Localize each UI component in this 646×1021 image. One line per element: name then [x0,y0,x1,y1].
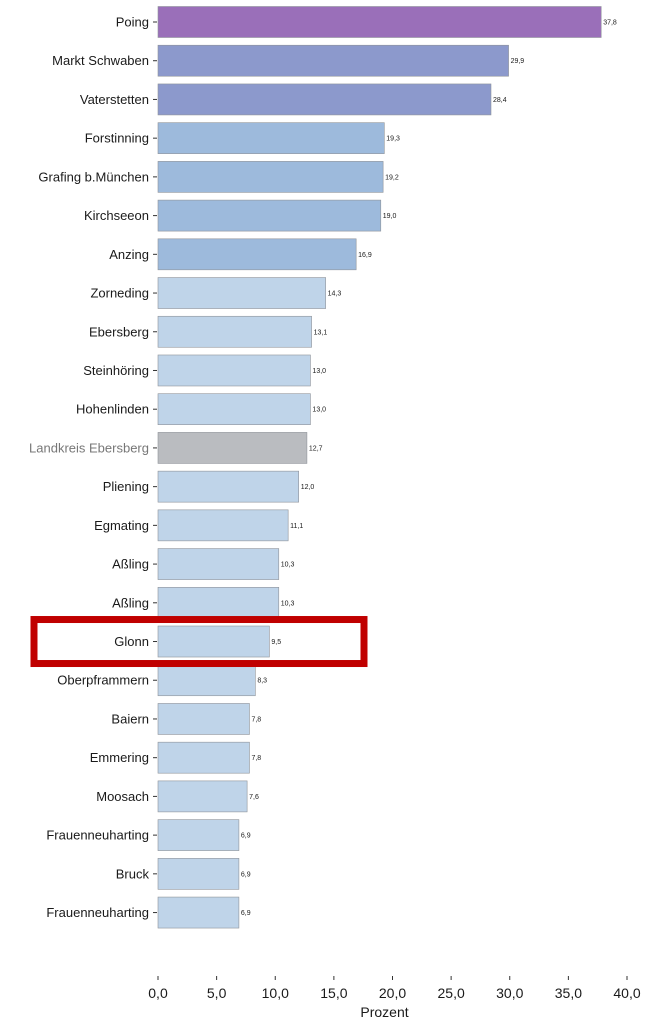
bar-markt-schwaben [157,44,509,77]
category-label: Oberpframmern [57,673,149,688]
bar-frauenneuharting [157,896,240,929]
category-label: Aßling [112,595,149,610]
category-label: Ebersberg [89,324,149,339]
value-labels-group: 37,8 29,9 28,4 19,3 19,2 19,0 16,9 14,3 13,1 13,0… [241,20,617,918]
value-label: 19,0 [383,213,397,220]
value-label: 19,3 [386,136,400,143]
value-label: 10,3 [281,600,295,607]
category-label: Bruck [116,866,150,881]
value-label: 12,0 [301,484,315,491]
x-axis-title: Prozent [360,1004,408,1020]
bar-grafing-b-mu-nchen [157,161,384,193]
bar-a-ling [157,586,280,619]
bar-vaterstetten [157,83,492,116]
category-label: Anzing [109,247,149,262]
bar-ebersberg [157,315,312,348]
bar-anzing [157,238,357,271]
value-label: 28,4 [493,97,507,104]
bar-zorneding [157,277,326,309]
category-label: Forstinning [85,131,149,146]
value-label: 10,3 [281,562,295,569]
category-label: Emmering [90,750,149,765]
bar-poing [157,6,602,38]
value-label: 6,9 [241,833,251,840]
category-label: Kirchseeon [84,208,149,223]
category-label: Aßling [112,557,149,572]
bar-frauenneuharting [157,819,240,851]
bar-oberpframmern [157,664,256,697]
category-label: Markt Schwaben [52,53,149,68]
value-label: 29,9 [511,58,525,65]
value-label: 13,0 [312,407,326,414]
value-label: 7,8 [251,755,261,762]
category-label: Poing [116,15,149,30]
bar-a-ling [157,548,280,580]
bar-landkreis-ebersberg [157,432,308,464]
category-label: Baiern [111,711,149,726]
value-label: 6,9 [241,910,251,917]
category-label: Grafing b.München [38,169,149,184]
value-label: 7,6 [249,794,259,801]
value-label: 37,8 [603,20,617,27]
x-tick-label: 5,0 [207,985,227,1001]
category-label: Pliening [103,479,149,494]
x-tick-label: 10,0 [262,985,289,1001]
value-label: 13,1 [314,329,328,336]
highlight-box [30,616,368,668]
bar-pliening [157,470,299,503]
value-label: 12,7 [309,445,323,452]
category-label: Hohenlinden [76,402,149,417]
value-label: 6,9 [241,871,251,878]
bar-bruck [157,858,240,890]
bar-emmering [157,741,250,774]
x-tick-label: 35,0 [555,985,582,1001]
bar-hohenlinden [157,393,311,426]
x-axis: 0,0 5,0 10,0 15,0 20,0 25,0 30,0 35,0 40,0 [148,976,641,1001]
bar-glonn [157,625,270,658]
x-tick-label: 40,0 [613,985,640,1001]
category-label: Egmating [94,518,149,533]
category-label: Frauenneuharting [46,828,149,843]
value-label: 14,3 [328,291,342,298]
category-labels-group: Poing Markt Schwaben Vaterstetten Forstinni… [29,15,149,921]
value-label: 7,8 [251,716,261,723]
x-tick-label: 25,0 [438,985,465,1001]
category-label: Steinhöring [83,363,149,378]
bar-forstinning [157,122,385,154]
bar-moosach [157,780,248,813]
bar-egmating [157,509,289,542]
category-label: Frauenneuharting [46,905,149,920]
category-ticks-group [153,21,157,914]
bar-baiern [157,703,250,735]
x-tick-label: 15,0 [320,985,347,1001]
category-label: Vaterstetten [80,92,149,107]
x-tick-label: 30,0 [496,985,523,1001]
value-label: 16,9 [358,252,372,259]
value-label: 19,2 [385,174,399,181]
category-label: Landkreis Ebersberg [29,440,149,455]
x-tick-label: 20,0 [379,985,406,1001]
bars-group [157,6,602,929]
category-label: Moosach [96,789,149,804]
value-label: 9,5 [271,639,281,646]
bar-kirchseeon [157,199,382,232]
value-label: 13,0 [312,368,326,375]
value-label: 11,1 [290,523,303,530]
bar-steinho-ring [157,354,311,387]
category-label: Zorneding [90,286,149,301]
category-label: Glonn [114,634,149,649]
x-tick-label: 0,0 [148,985,168,1001]
value-label: 8,3 [257,678,267,685]
